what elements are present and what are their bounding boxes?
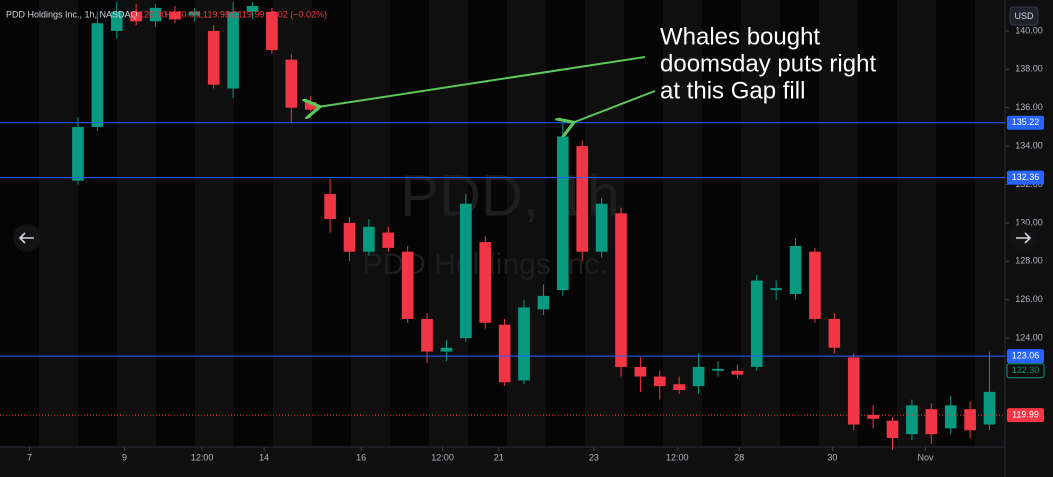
x-tick-label: 16 [356, 452, 366, 462]
price-label-box [1007, 170, 1044, 185]
candle-body [110, 11, 123, 31]
y-tick-label: 140.00 [1015, 25, 1043, 35]
last-price-box [1006, 363, 1045, 379]
candle-body [460, 203, 472, 339]
candle-body [343, 222, 356, 252]
candle-body [576, 146, 589, 252]
change: −0.02 (−0.02%) [265, 9, 327, 19]
candle-body [479, 242, 492, 323]
annotation-arrow [318, 56, 646, 107]
x-tick-label: 14 [259, 452, 269, 462]
ohlc: H120.00 [165, 9, 199, 19]
candle-body [886, 420, 899, 438]
nav-right[interactable] [1009, 224, 1037, 252]
candle-body [130, 11, 142, 22]
candle-body [440, 347, 453, 352]
x-tick-label: Nov [917, 452, 934, 462]
candle-body [750, 280, 763, 367]
x-tick-label: 12:00 [431, 452, 454, 462]
candle-body [227, 11, 239, 89]
candle-body [188, 11, 201, 16]
candle-body [964, 409, 976, 431]
x-tick-label: 30 [827, 452, 837, 462]
candle-body [149, 7, 162, 22]
ohlc: C119.99 [231, 9, 264, 19]
candle-body [401, 251, 414, 319]
price-label-box [1007, 349, 1044, 364]
price-label: 132.36 [1012, 172, 1040, 182]
y-tick-label: 126.00 [1015, 294, 1043, 304]
candle-body [653, 376, 666, 387]
candle-body [556, 136, 569, 291]
candle-body [518, 307, 530, 381]
candle-body [72, 126, 84, 181]
candle-body [615, 213, 627, 367]
candle-body [285, 59, 298, 108]
price-label: 119.99 [1012, 410, 1039, 420]
candle-body [595, 203, 608, 252]
candle-body [382, 232, 395, 248]
candle-body [847, 357, 860, 425]
y-tick-label: 124.00 [1015, 333, 1043, 343]
candle-body [498, 324, 511, 383]
x-tick-label: 9 [122, 452, 127, 462]
candle-body [925, 409, 938, 435]
currency-button[interactable] [1009, 6, 1039, 26]
y-tick-label: 134.00 [1015, 140, 1043, 150]
symbol: PDD Holdings Inc., 1h, NASDAQ [6, 9, 138, 19]
price-label-box [1007, 408, 1044, 423]
x-tick-label: 23 [589, 452, 599, 462]
x-tick-label: 12:00 [666, 452, 689, 462]
candle-body [712, 368, 724, 371]
candle-body [770, 288, 782, 291]
candle-body [169, 11, 181, 20]
price-label: 135.22 [1012, 117, 1040, 127]
y-tick-label: 130.00 [1015, 217, 1043, 227]
candle-body [809, 251, 821, 319]
candle-body [91, 23, 104, 127]
candle-body [324, 194, 336, 220]
annotation: doomsday puts right [660, 50, 876, 77]
candle-body [692, 366, 705, 387]
candle-body [634, 366, 647, 377]
y-tick-label: 138.00 [1015, 64, 1043, 74]
x-tick-label: 12:00 [191, 452, 214, 462]
candle-body [266, 11, 278, 51]
candle-body [363, 226, 375, 252]
annotation: Whales bought [660, 23, 820, 50]
y-tick-label: 128.00 [1015, 256, 1043, 266]
last-price-label: 122.30 [1012, 365, 1040, 375]
candle-body [421, 318, 433, 352]
ohlc: O120.00 [132, 9, 167, 19]
candle-body [828, 318, 841, 348]
annotation: at this Gap fill [660, 77, 805, 104]
candle-body [673, 384, 685, 390]
currency: USD [1014, 11, 1034, 21]
candle-body [304, 101, 317, 110]
annotation-arrow [572, 90, 656, 123]
nav-left[interactable] [13, 224, 41, 252]
ohlc: L119.98 [198, 9, 230, 19]
price-label-box [1007, 115, 1044, 130]
y-tick-label: 136.00 [1015, 102, 1043, 112]
candle-body [983, 391, 996, 425]
x-tick-label: 28 [734, 452, 744, 462]
candle-body [246, 5, 259, 12]
candle-body [867, 414, 879, 419]
candle-body [944, 405, 957, 429]
candle-body [731, 370, 744, 375]
price-label: 123.06 [1012, 351, 1040, 361]
candle-body [906, 405, 918, 435]
candle-body [207, 30, 220, 85]
x-tick-label: 21 [494, 452, 504, 462]
candle-body [537, 295, 550, 310]
candle-body [789, 245, 802, 294]
x-tick-label: 7 [27, 452, 32, 462]
